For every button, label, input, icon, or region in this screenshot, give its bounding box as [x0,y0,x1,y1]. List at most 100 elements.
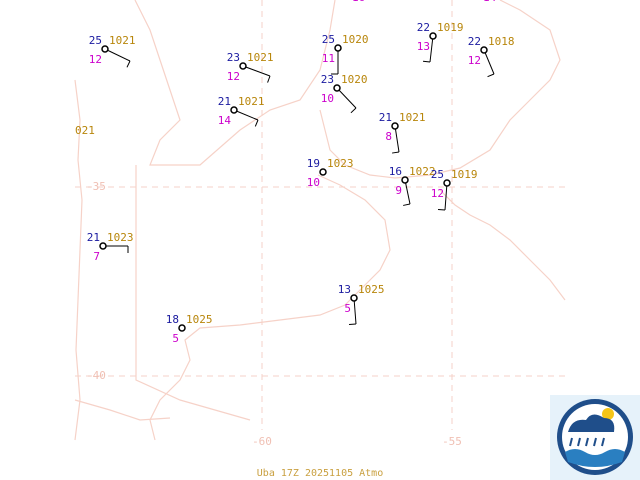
station-marker [391,122,399,130]
logo [550,395,640,480]
temperature: 21 [218,95,231,108]
dewpoint: 7 [93,250,100,263]
wind-barb [126,60,131,68]
station: 23 1021 12 [227,51,274,83]
pressure: 1025 [186,313,213,326]
wind-barb [392,151,400,154]
station-marker [319,168,327,176]
wind-shaft [353,297,357,325]
dewpoint: 12 [431,187,444,200]
station-marker [333,84,341,92]
station: 21 1021 14 [218,95,265,127]
station: 25 1019 12 [431,168,478,211]
edge-dewpoint: 14 [483,0,497,4]
station: 16 1022 9 [389,165,436,206]
pressure: 1021 [399,111,426,124]
grid-label: -35 [86,180,106,193]
temperature: 19 [307,157,320,170]
station-marker [429,32,437,40]
grid-label: -60 [252,435,272,448]
grid-label: -55 [442,435,462,448]
station: 19 1023 10 [307,157,354,189]
logo-rain [569,437,605,447]
station: 25 1020 11 [322,33,369,75]
pressure: 1018 [488,35,515,48]
station: 23 1020 10 [321,73,368,114]
station: 22 1018 12 [468,35,515,78]
pressure: 1025 [358,283,385,296]
logo-wave [565,449,625,467]
temperature: 21 [379,111,392,124]
wind-shaft [336,87,357,109]
footer: Uba 17Z 20251105 Atmo [257,468,383,479]
station: 18 1025 5 [166,313,213,345]
pressure: 1020 [341,73,368,86]
station-marker [101,45,109,53]
wind-shaft [483,49,495,75]
temperature: 16 [389,165,402,178]
pressure: 1019 [437,21,464,34]
station-marker [99,242,107,250]
temperature: 18 [166,313,179,326]
temperature: 22 [417,21,430,34]
station: 13 1025 5 [338,283,385,326]
dewpoint: 10 [321,92,334,105]
station-marker [178,324,186,332]
station-marker [230,106,238,114]
edge-dewpoint: 16 [352,0,365,4]
wind-shaft [429,35,434,63]
temperature: 23 [321,73,334,86]
wind-barb [348,323,357,326]
wind-shaft [233,109,259,121]
graticule: -35 -40 -60 -55 [75,0,565,448]
pressure: 1023 [327,157,354,170]
station-marker [239,62,247,70]
edge-pressure: 021 [75,124,95,137]
wind-barb [422,60,431,63]
dewpoint: 8 [385,130,392,143]
grid-label: -40 [86,369,106,382]
station-marker [350,294,358,302]
dewpoint: 5 [344,302,351,315]
temperature: 21 [87,231,100,244]
pressure: 1021 [238,95,265,108]
dewpoint: 14 [218,114,232,127]
dewpoint: 12 [227,70,240,83]
pressure: 1023 [107,231,134,244]
station-marker [401,176,409,184]
wind-barb [403,203,411,206]
dewpoint: 9 [395,184,402,197]
coastlines [74,0,566,441]
temperature: 23 [227,51,240,64]
dewpoint: 12 [468,54,481,67]
wind-shaft [242,65,271,77]
wind-shaft [394,125,400,153]
station: 21 1023 7 [87,231,134,263]
logo-cloud [568,414,615,432]
temperature: 25 [89,34,102,47]
wind-shaft [104,48,131,62]
wind-barb [487,73,495,78]
logo-sun [602,408,614,420]
temperature: 25 [322,33,335,46]
dewpoint: 10 [307,176,320,189]
station-marker [443,179,451,187]
dewpoint: 13 [417,40,430,53]
dewpoint: 11 [322,52,335,65]
pressure: 1021 [109,34,136,47]
station: 22 1019 13 [417,21,464,63]
dewpoint: 5 [172,332,179,345]
wind-shaft [444,182,448,211]
pressure: 1019 [451,168,478,181]
temperature: 13 [338,283,351,296]
wind-barb [254,119,259,127]
pressure: 1021 [247,51,274,64]
wind-barb [437,208,446,211]
dewpoint: 12 [89,53,102,66]
station-marker [334,44,342,52]
station-marker [480,46,488,54]
wind-barb [267,75,271,83]
wind-barb [350,107,357,114]
